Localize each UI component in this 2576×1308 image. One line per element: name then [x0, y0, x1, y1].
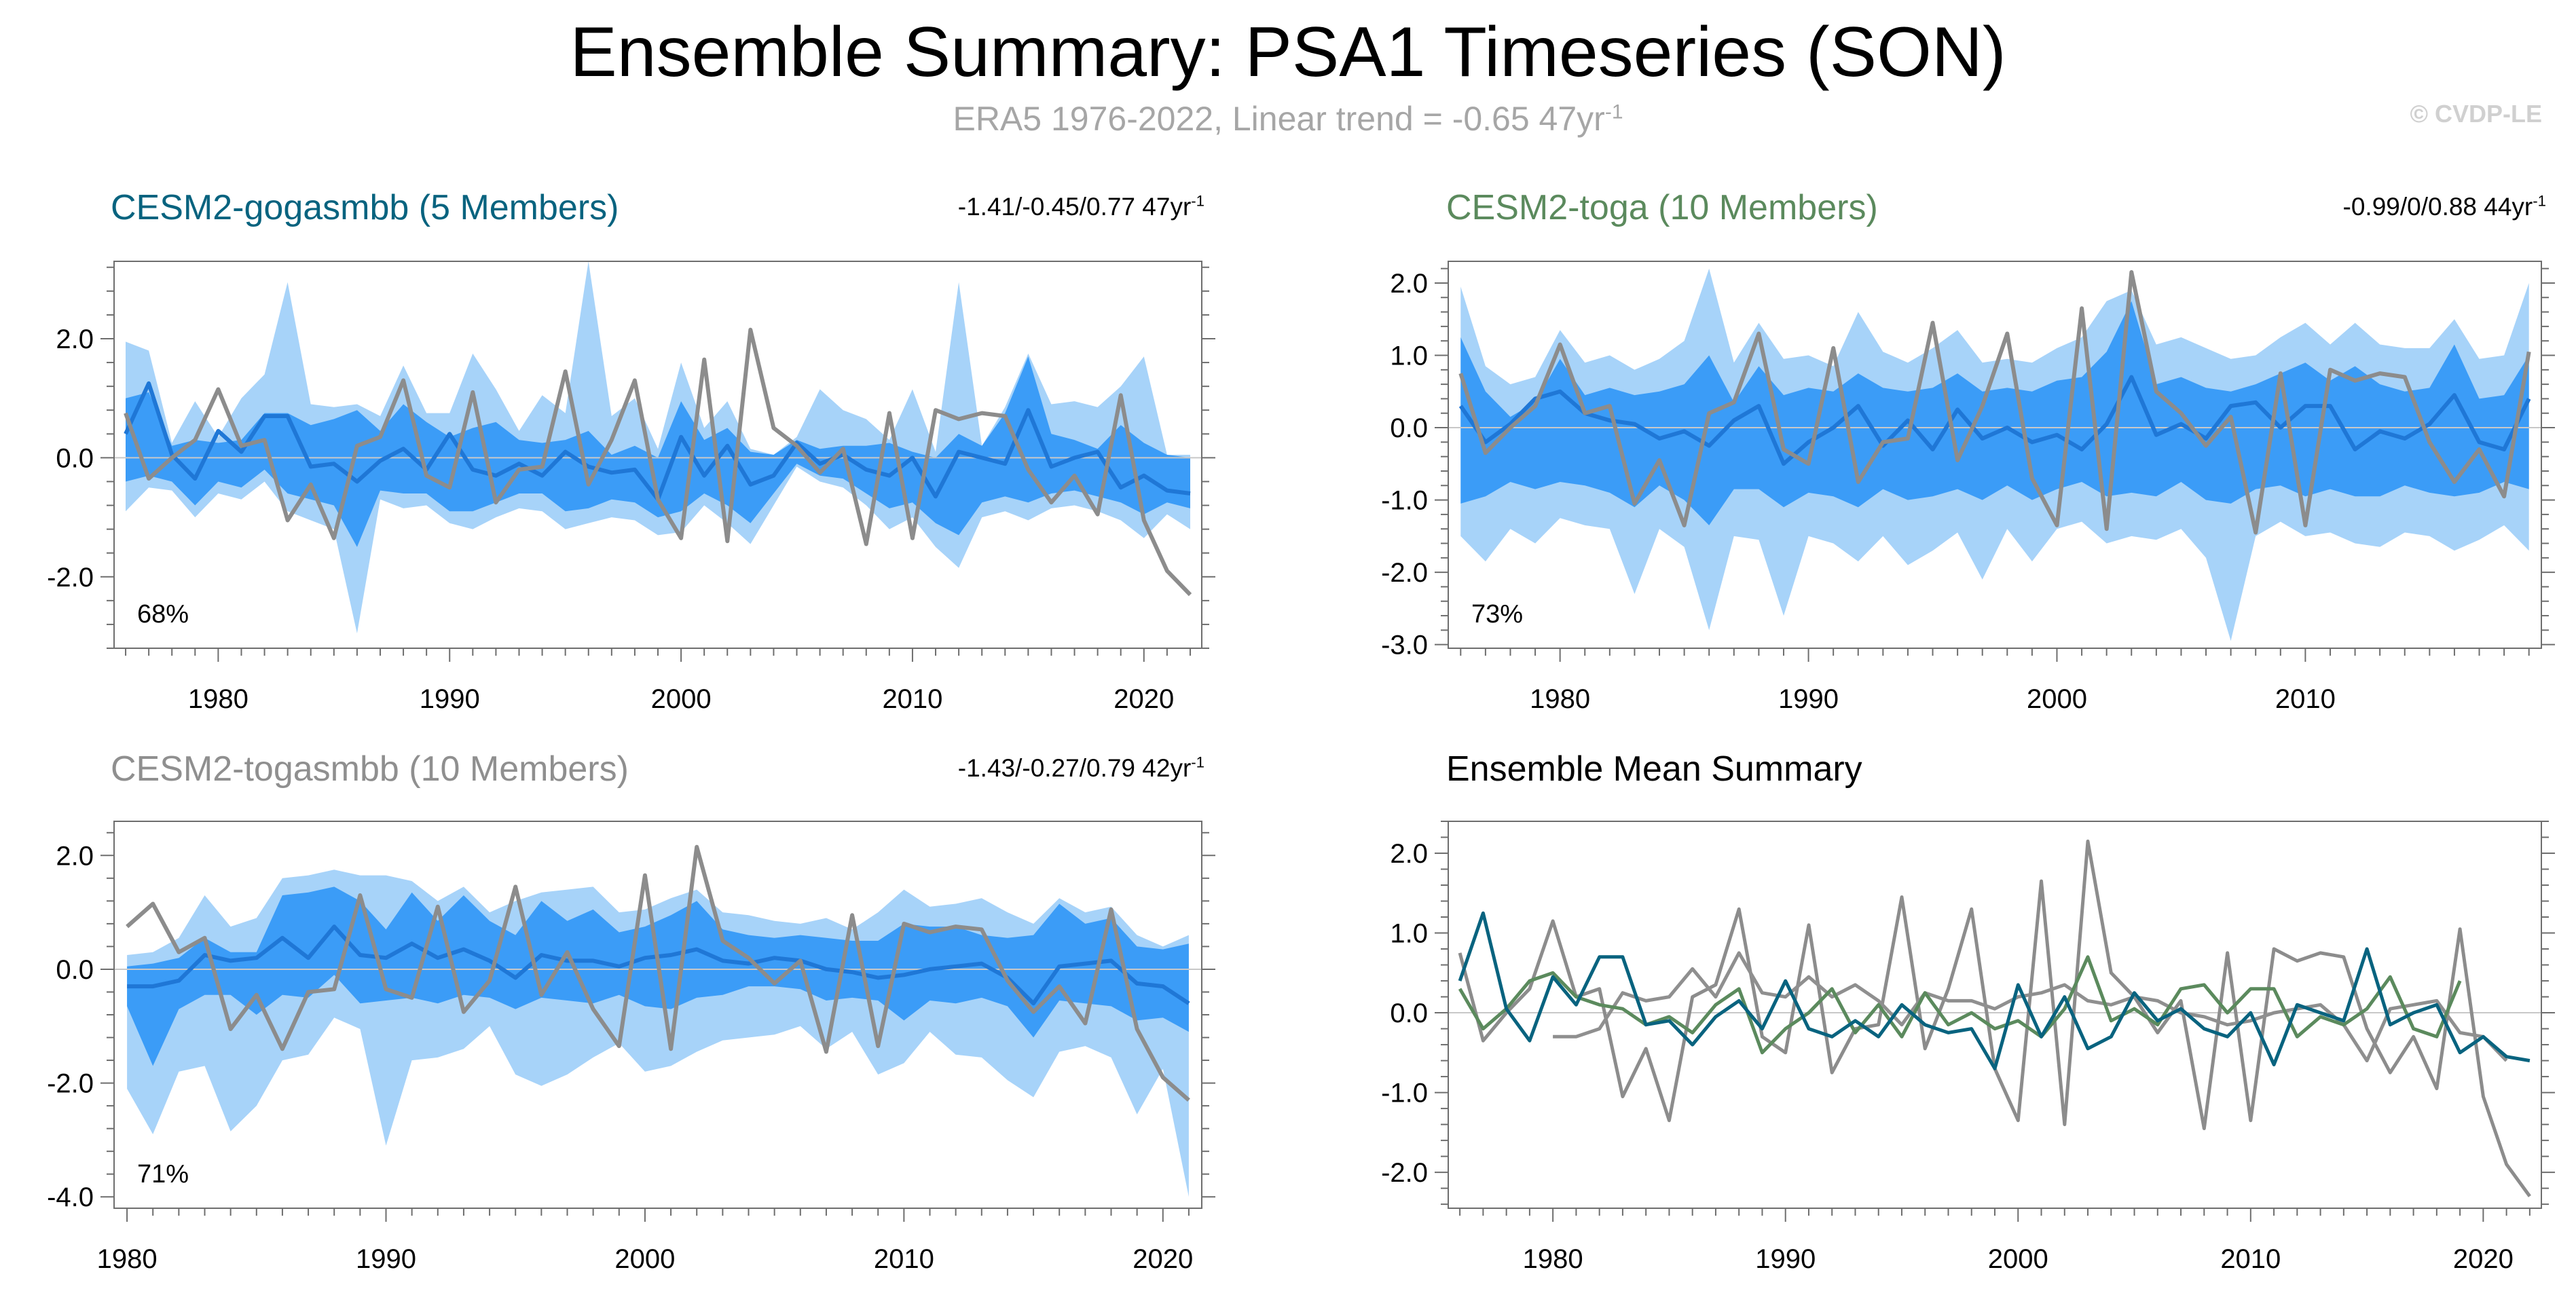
observed-line-gogasmbb [124, 327, 1192, 597]
plot-area-togasmbb [114, 844, 1202, 1197]
range-sup-togasmbb: -1 [1191, 753, 1204, 771]
x-tick-label-togasmbb-1980: 1980 [97, 1244, 158, 1274]
range-sup-gogasmbb: -1 [1191, 192, 1204, 210]
page-subtitle: ERA5 1976-2022, Linear trend = -0.65 47y… [0, 99, 2576, 138]
x-tick-label-summary-2000: 2000 [1988, 1244, 2048, 1274]
plot-area-gogasmbb [114, 261, 1202, 634]
x-tick-label-gogasmbb-2000: 2000 [651, 684, 712, 714]
x-tick-label-gogasmbb-1980: 1980 [188, 684, 249, 714]
pct-label-toga: 73% [1471, 600, 1523, 629]
y-tick-label-summary-1: -1.0 [1381, 1079, 1428, 1108]
series-line-era5 [1458, 839, 2531, 1197]
subtitle-text: ERA5 1976-2022, Linear trend = -0.65 47y… [953, 100, 1605, 138]
band-inner-gogasmbb [126, 356, 1190, 547]
y-tick-label-togasmbb-3: 2.0 [56, 841, 94, 871]
chart-panel-toga: 73% 1980 1990 2000 2010 -3.0 -2.0 -1.0 0.0 1.0 2.0 [1381, 261, 2555, 714]
x-tick-label-togasmbb-2020: 2020 [1133, 1244, 1193, 1274]
y-tick-label-toga-2: -1.0 [1381, 486, 1428, 516]
x-tick-label-toga-2000: 2000 [2027, 684, 2087, 714]
series-line-cesm2-toga [1458, 955, 2462, 1055]
x-tick-label-toga-1980: 1980 [1530, 684, 1590, 714]
copyright-label: © CVDP-LE [2410, 100, 2542, 128]
observed-line-togasmbb [126, 844, 1190, 1102]
plot-frame-summary [1448, 821, 2542, 1209]
observed-line-toga [1458, 270, 2531, 535]
x-tick-label-toga-1990: 1990 [1778, 684, 1839, 714]
plot-area-toga [1448, 268, 2541, 641]
x-tick-label-togasmbb-2010: 2010 [874, 1244, 934, 1274]
panel-range-gogasmbb: -1.41/-0.45/0.77 47yr-1 [958, 193, 1204, 221]
x-tick-label-gogasmbb-2010: 2010 [882, 684, 942, 714]
panel-range-toga: -0.99/0/0.88 44yr-1 [2343, 193, 2546, 221]
page-title: Ensemble Summary: PSA1 Timeseries (SON) [570, 13, 2006, 92]
pct-label-togasmbb: 71% [137, 1160, 189, 1189]
range-text-togasmbb: -1.43/-0.27/0.79 42yr [957, 754, 1192, 782]
y-tick-label-toga-3: 0.0 [1390, 413, 1428, 443]
plot-area-summary [1448, 839, 2541, 1197]
y-tick-label-summary-0: -2.0 [1381, 1158, 1428, 1188]
chart-panel-gogasmbb: 68% 1980 1990 2000 2010 2020 -2.0 0.0 2.0 [47, 261, 1215, 714]
series-line-cesm2-gogasmbb [1458, 911, 2531, 1070]
y-tick-label-toga-1: -2.0 [1381, 558, 1428, 588]
x-tick-label-toga-2010: 2010 [2275, 684, 2336, 714]
range-sup-toga: -1 [2533, 192, 2546, 210]
y-tick-label-togasmbb-2: 0.0 [56, 955, 94, 985]
ensemble-mean-line-toga [1458, 375, 2531, 466]
panel-title-togasmbb: CESM2-togasmbb (10 Members) [111, 749, 629, 789]
y-tick-label-toga-0: -3.0 [1381, 631, 1428, 660]
x-tick-label-togasmbb-2000: 2000 [614, 1244, 675, 1274]
y-tick-label-toga-4: 1.0 [1390, 341, 1428, 371]
y-tick-label-summary-2: 0.0 [1390, 998, 1428, 1028]
x-tick-label-togasmbb-1990: 1990 [356, 1244, 416, 1274]
panel-title-toga: CESM2-toga (10 Members) [1446, 188, 1878, 227]
chart-panel-togasmbb: 71% 1980 1990 2000 2010 2020 -4.0 -2.0 0.0 2.0 [47, 821, 1215, 1274]
x-tick-label-summary-1980: 1980 [1523, 1244, 1583, 1274]
pct-label-gogasmbb: 68% [137, 600, 189, 629]
band-inner-toga [1460, 301, 2529, 525]
panel-range-togasmbb: -1.43/-0.27/0.79 42yr-1 [958, 754, 1204, 783]
plot-frame-toga [1448, 261, 2542, 649]
y-tick-label-gogasmbb-1: 0.0 [56, 443, 94, 473]
x-tick-label-summary-2020: 2020 [2453, 1244, 2514, 1274]
y-tick-label-summary-4: 2.0 [1390, 839, 1428, 869]
y-tick-label-toga-5: 2.0 [1390, 269, 1428, 299]
y-tick-label-togasmbb-1: -2.0 [47, 1069, 94, 1099]
range-text-gogasmbb: -1.41/-0.45/0.77 47yr [957, 193, 1192, 221]
subtitle-superscript: -1 [1604, 100, 1623, 124]
y-tick-label-gogasmbb-0: -2.0 [47, 563, 94, 593]
y-tick-label-togasmbb-0: -4.0 [47, 1182, 94, 1212]
panel-title-summary: Ensemble Mean Summary [1446, 749, 1862, 789]
range-text-toga: -0.99/0/0.88 44yr [2342, 193, 2533, 221]
x-tick-label-summary-1990: 1990 [1755, 1244, 1816, 1274]
chart-panel-summary: 1980 1990 2000 2010 2020 -2.0 -1.0 0.0 1.0 2.0 [1381, 821, 2555, 1274]
panel-title-gogasmbb: CESM2-gogasmbb (5 Members) [111, 188, 619, 227]
y-tick-label-summary-3: 1.0 [1390, 919, 1428, 949]
y-tick-label-gogasmbb-2: 2.0 [56, 324, 94, 354]
series-line-cesm2-togasmbb [1553, 951, 2508, 1063]
x-tick-label-gogasmbb-1990: 1990 [420, 684, 480, 714]
x-tick-label-gogasmbb-2020: 2020 [1114, 684, 1174, 714]
x-tick-label-summary-2010: 2010 [2220, 1244, 2281, 1274]
